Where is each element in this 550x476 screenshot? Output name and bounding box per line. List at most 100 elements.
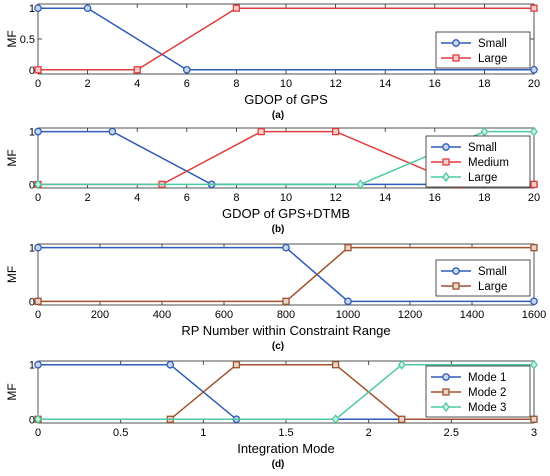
y-tick-label: 1	[29, 360, 35, 372]
legend-label: Small	[478, 38, 507, 50]
data-point-1	[344, 244, 352, 252]
x-axis-label: GDOP of GPS	[244, 92, 328, 107]
data-point-1	[133, 66, 141, 74]
x-tick-label: 200	[91, 309, 109, 321]
data-point-0	[344, 297, 352, 306]
x-axis-label: RP Number within Constraint Range	[181, 323, 390, 338]
data-point-2	[331, 414, 340, 425]
data-point-0	[34, 127, 42, 136]
x-tick-label: 0	[35, 192, 41, 204]
series-line-2	[38, 130, 534, 186]
data-point-1	[257, 127, 265, 136]
x-tick-label: 20	[528, 78, 540, 90]
data-point-1	[530, 4, 538, 12]
panel-d: 0 0.5 1 1.5 2 2.5 3 0 1 MF Integration Mode (d) Mode…	[5, 359, 538, 470]
panel-a: 0 2 4 6 8 10 12 14 16 18 20 0 0.5 1 MF GDOP of GPS (a) Sm…	[5, 3, 540, 121]
x-tick-label: 16	[429, 192, 441, 204]
series-line-0	[38, 7, 534, 71]
data-point-0	[530, 297, 538, 306]
x-tick-label: 6	[184, 192, 190, 204]
x-tick-label: 4	[134, 78, 140, 90]
y-tick-label: 0.5	[20, 34, 35, 46]
data-point-1	[530, 244, 538, 252]
data-point-2	[356, 179, 365, 190]
x-tick-label: 400	[153, 309, 171, 321]
data-point-0	[83, 4, 92, 13]
data-point-0	[34, 243, 42, 252]
data-point-0	[34, 4, 42, 13]
data-point-2	[530, 359, 538, 370]
legend-label: Mode 2	[468, 387, 506, 399]
data-point-1	[331, 361, 340, 369]
x-tick-label: 600	[215, 309, 233, 321]
series-line-2	[38, 363, 534, 421]
legend-swatch-marker	[452, 267, 460, 275]
legend-label: Large	[478, 281, 507, 293]
x-tick-label: 14	[379, 78, 391, 90]
data-point-0	[166, 360, 175, 369]
x-tick-label: 20	[528, 192, 540, 204]
y-axis-label: MF	[5, 266, 19, 283]
x-tick-label: 12	[329, 192, 341, 204]
legend-box	[435, 259, 531, 297]
x-tick-label: 1.5	[278, 427, 293, 439]
legend-swatch-marker	[452, 39, 460, 47]
data-point-1	[34, 66, 42, 74]
x-tick-label: 1200	[398, 309, 422, 321]
panel-label: (d)	[272, 459, 285, 470]
legend-swatch-marker	[442, 158, 450, 166]
y-axis-label: MF	[5, 30, 19, 47]
series-line-0	[38, 130, 534, 186]
x-tick-label: 8	[233, 192, 239, 204]
x-tick-label: 10	[280, 78, 292, 90]
x-tick-label: 3	[531, 427, 537, 439]
y-tick-label: 0	[29, 65, 35, 77]
legend-swatch-marker	[442, 388, 450, 396]
data-point-0	[108, 127, 117, 136]
x-axis-label: Integration Mode	[237, 441, 335, 456]
data-point-1	[331, 127, 340, 136]
x-tick-label: 2	[366, 427, 372, 439]
data-point-2	[397, 359, 406, 370]
x-tick-label: 0	[35, 427, 41, 439]
data-point-1	[530, 415, 538, 423]
series-line-1	[38, 7, 534, 71]
y-tick-label: 1	[29, 243, 35, 255]
x-tick-label: 4	[134, 192, 140, 204]
y-tick-label: 0	[29, 414, 35, 426]
legend-swatch-marker	[442, 373, 450, 381]
y-tick-label: 0	[29, 296, 35, 308]
data-point-2	[530, 126, 538, 137]
legend-label: Large	[478, 53, 507, 65]
y-axis-label: MF	[5, 149, 19, 166]
legend-label: Large	[468, 172, 497, 184]
legend-box	[435, 31, 531, 69]
y-tick-label: 1	[29, 127, 35, 139]
legend-swatch-marker	[442, 143, 450, 151]
x-tick-label: 1600	[522, 309, 546, 321]
data-point-1	[232, 361, 241, 369]
legend-label: Mode 3	[468, 402, 506, 414]
panel-c: 0 200 400 600 800 1000 1200 1400 1600 0 1 MF RP Numb…	[5, 243, 546, 352]
series-line-1	[38, 246, 534, 303]
x-tick-label: 1400	[460, 309, 484, 321]
x-tick-label: 800	[277, 309, 295, 321]
data-point-0	[282, 243, 290, 252]
y-tick-label: 0	[29, 179, 35, 191]
x-tick-label: 14	[379, 192, 391, 204]
data-point-0	[34, 360, 42, 369]
panel-label: (b)	[272, 224, 285, 235]
x-tick-label: 8	[233, 78, 239, 90]
data-point-0	[530, 65, 538, 74]
data-point-1	[398, 415, 406, 423]
x-tick-label: 0	[35, 78, 41, 90]
panel-label: (a)	[272, 110, 284, 121]
x-tick-label: 18	[478, 78, 490, 90]
data-point-2	[34, 179, 42, 190]
legend-swatch-marker	[442, 401, 450, 413]
legend-label: Small	[478, 266, 507, 278]
x-tick-label: 0.5	[113, 427, 128, 439]
x-tick-label: 2	[85, 192, 91, 204]
y-tick-label: 1	[29, 3, 35, 15]
